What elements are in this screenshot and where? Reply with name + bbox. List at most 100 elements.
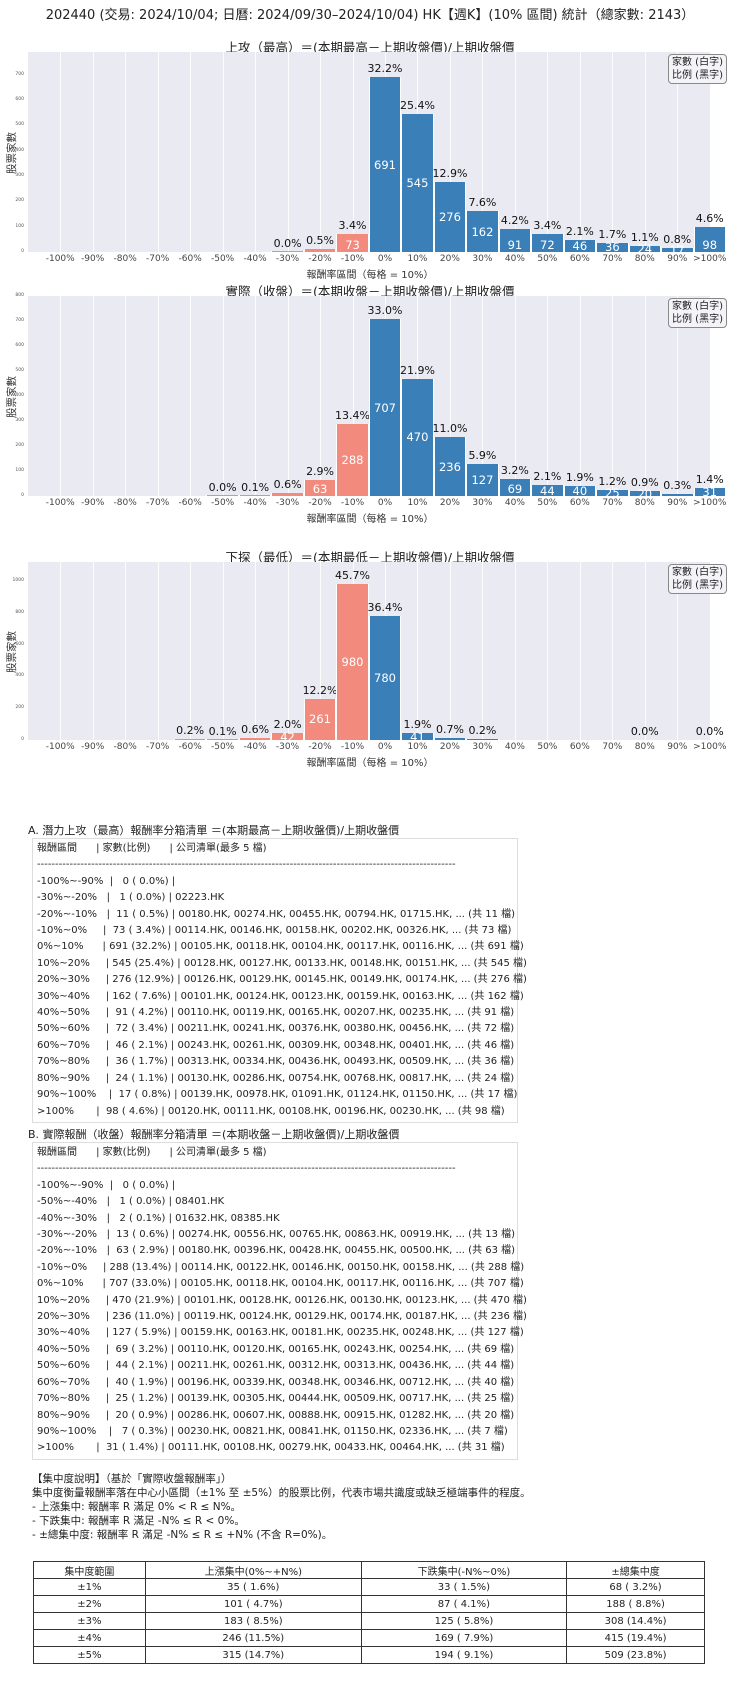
list-row: 60%~70% | 40 ( 1.9%) | 00196.HK, 00339.H… xyxy=(37,1376,515,1388)
legend-pct-label: 比例 (黑字) xyxy=(672,580,723,591)
bar-count-label: 470 xyxy=(406,430,429,445)
gridline xyxy=(709,562,711,740)
x-tick-label: 0% xyxy=(377,254,393,264)
x-axis-label: 報酬率區間（每格 = 10%） xyxy=(306,270,434,281)
y-tick-label: 500 xyxy=(15,122,24,128)
table-cell: 101 ( 4.7%) xyxy=(144,1595,362,1613)
gridline xyxy=(60,296,62,496)
col-range: 集中度範圍 xyxy=(33,1561,146,1579)
gridline xyxy=(287,562,289,740)
gridline xyxy=(255,296,257,496)
list-b-header: 報酬區間 | 家數(比例) | 公司清單(最多 5 檔) xyxy=(37,1147,267,1158)
list-row: -50%~-40% | 1 ( 0.0%) | 08401.HK xyxy=(37,1196,225,1208)
concentration-table: 集中度範圍 上漲集中(0%~+N%) 下跌集中(-N%~0%) ±總集中度 ±1… xyxy=(33,1561,705,1664)
bar-count-label: 980 xyxy=(341,655,364,670)
gridline xyxy=(579,52,581,252)
bar--60% xyxy=(173,738,207,740)
gridline xyxy=(287,296,289,496)
x-tick-label: -40% xyxy=(243,498,267,508)
bar-pct-label: 0.1% xyxy=(241,480,270,494)
list-a-divider: ----------------------------------------… xyxy=(37,859,456,871)
bar-pct-label: 3.2% xyxy=(500,463,529,477)
bar-pct-label: 0.0% xyxy=(208,480,237,494)
gridline xyxy=(125,52,127,252)
x-tick-label: -50% xyxy=(210,742,235,752)
bar-pct-label: 1.1% xyxy=(630,230,659,244)
gridline xyxy=(482,52,484,252)
legend-pct-label: 比例 (黑字) xyxy=(672,70,723,81)
x-tick-label: -20% xyxy=(308,742,332,752)
gridline xyxy=(449,52,451,252)
bar-90% xyxy=(661,494,694,496)
y-tick-label: 700 xyxy=(15,71,24,77)
bar-count-label: 545 xyxy=(406,176,429,191)
gridline xyxy=(92,562,94,740)
bar-pct-label: 21.9% xyxy=(399,363,435,377)
list-row: -20%~-10% | 11 ( 0.5%) | 00180.HK, 00274… xyxy=(37,908,516,920)
x-tick-label: 90% xyxy=(667,742,688,752)
y-tick-label: 700 xyxy=(15,318,24,323)
bar-pct-label: 2.0% xyxy=(273,718,302,732)
bar-count-label: 63 xyxy=(312,482,328,496)
gridline xyxy=(482,296,484,496)
chart-plot-area-2: 0.2% 0.1% 0.6% 42 2.0% 261 12.2% 980 45.7% 780 36.… xyxy=(28,562,724,744)
bar-30%: 162 xyxy=(466,211,499,252)
list-a-box: 報酬區間 | 家數(比例) | 公司清單(最多 5 檔) -----------… xyxy=(32,838,527,1123)
bar-20%: 276 xyxy=(433,182,467,252)
gridline xyxy=(320,562,322,740)
table-cell: 315 (14.7%) xyxy=(144,1646,362,1664)
bar-pct-label: 2.1% xyxy=(533,470,562,483)
gridline xyxy=(579,562,581,740)
bar-pct-label: 0.2% xyxy=(176,724,205,738)
y-tick-label: 0 xyxy=(21,249,24,254)
list-row: 90%~100% | 17 ( 0.8%) | 00139.HK, 00978.… xyxy=(37,1089,518,1101)
gridline xyxy=(92,52,94,252)
bar-count-label: 24 xyxy=(637,241,653,256)
x-tick-label: -100% xyxy=(45,254,75,264)
list-row: -40%~-30% | 2 ( 0.1%) | 01632.HK, 08385.… xyxy=(37,1212,280,1224)
gridline xyxy=(222,52,224,252)
gridline xyxy=(677,52,679,252)
y-tick-label: 400 xyxy=(15,393,24,398)
bar-pct-label: 1.4% xyxy=(695,473,724,487)
bar-70%: 25 xyxy=(596,486,629,500)
x-tick-label: -40% xyxy=(243,254,267,264)
list-row: -20%~-10% | 63 ( 2.9%) | 00180.HK, 00396… xyxy=(37,1245,516,1257)
list-row: 70%~80% | 25 ( 1.2%) | 00139.HK, 00305.H… xyxy=(37,1393,515,1405)
bar-pct-label: 25.4% xyxy=(399,99,435,113)
bar--40% xyxy=(238,494,272,496)
x-tick-label: -20% xyxy=(308,498,332,508)
bar-pct-label: 33.0% xyxy=(367,304,403,318)
list-row: >100% | 98 ( 4.6%) | 00120.HK, 00111.HK,… xyxy=(37,1105,505,1117)
bar-pct-label: 5.9% xyxy=(468,449,497,463)
bar-pct-label: 0.2% xyxy=(468,724,497,738)
bar-pct-label: 0.8% xyxy=(663,232,692,246)
x-tick-label: -60% xyxy=(178,254,202,264)
gridline xyxy=(352,52,354,252)
gridline xyxy=(92,296,94,496)
x-tick-label: 70% xyxy=(602,742,623,752)
x-tick-label: -10% xyxy=(340,498,365,508)
table-cell: ±3% xyxy=(33,1612,146,1630)
x-tick-label: 60% xyxy=(569,742,590,752)
x-tick-label: -100% xyxy=(45,498,75,508)
col-up: 上漲集中(0%~+N%) xyxy=(144,1561,362,1579)
table-cell: ±4% xyxy=(33,1629,146,1647)
chart-legend: 家數 (白字) 比例 (黑字) xyxy=(668,298,727,328)
bar-pct-label: 13.4% xyxy=(335,409,370,422)
list-row: -100%~-90% | 0 ( 0.0%) | xyxy=(37,1179,176,1191)
table-row: ±3% 183 ( 8.5%) 125 ( 5.8%) 308 (14.4%) xyxy=(33,1612,705,1630)
concentration-bullet-up: - 上漲集中: 報酬率 R 滿足 0% < R ≤ N%。 xyxy=(32,1501,242,1513)
list-row: 20%~30% | 236 (11.0%) | 00119.HK, 00124.… xyxy=(37,1311,527,1323)
bar-count-label: 17 xyxy=(669,242,685,257)
x-tick-label: -30% xyxy=(275,742,300,752)
gridline xyxy=(612,52,614,252)
bar--10%: 73 xyxy=(336,233,369,252)
gridline xyxy=(644,296,646,496)
list-a-header: 報酬區間 | 家數(比例) | 公司清單(最多 5 檔) xyxy=(37,843,267,854)
x-tick-label: 0% xyxy=(377,742,393,752)
list-row: 10%~20% | 470 (21.9%) | 00101.HK, 00128.… xyxy=(37,1294,527,1306)
x-tick-label: 20% xyxy=(439,254,460,264)
bar-count-label: 40 xyxy=(572,484,588,498)
bar-30%: 127 xyxy=(466,464,499,496)
